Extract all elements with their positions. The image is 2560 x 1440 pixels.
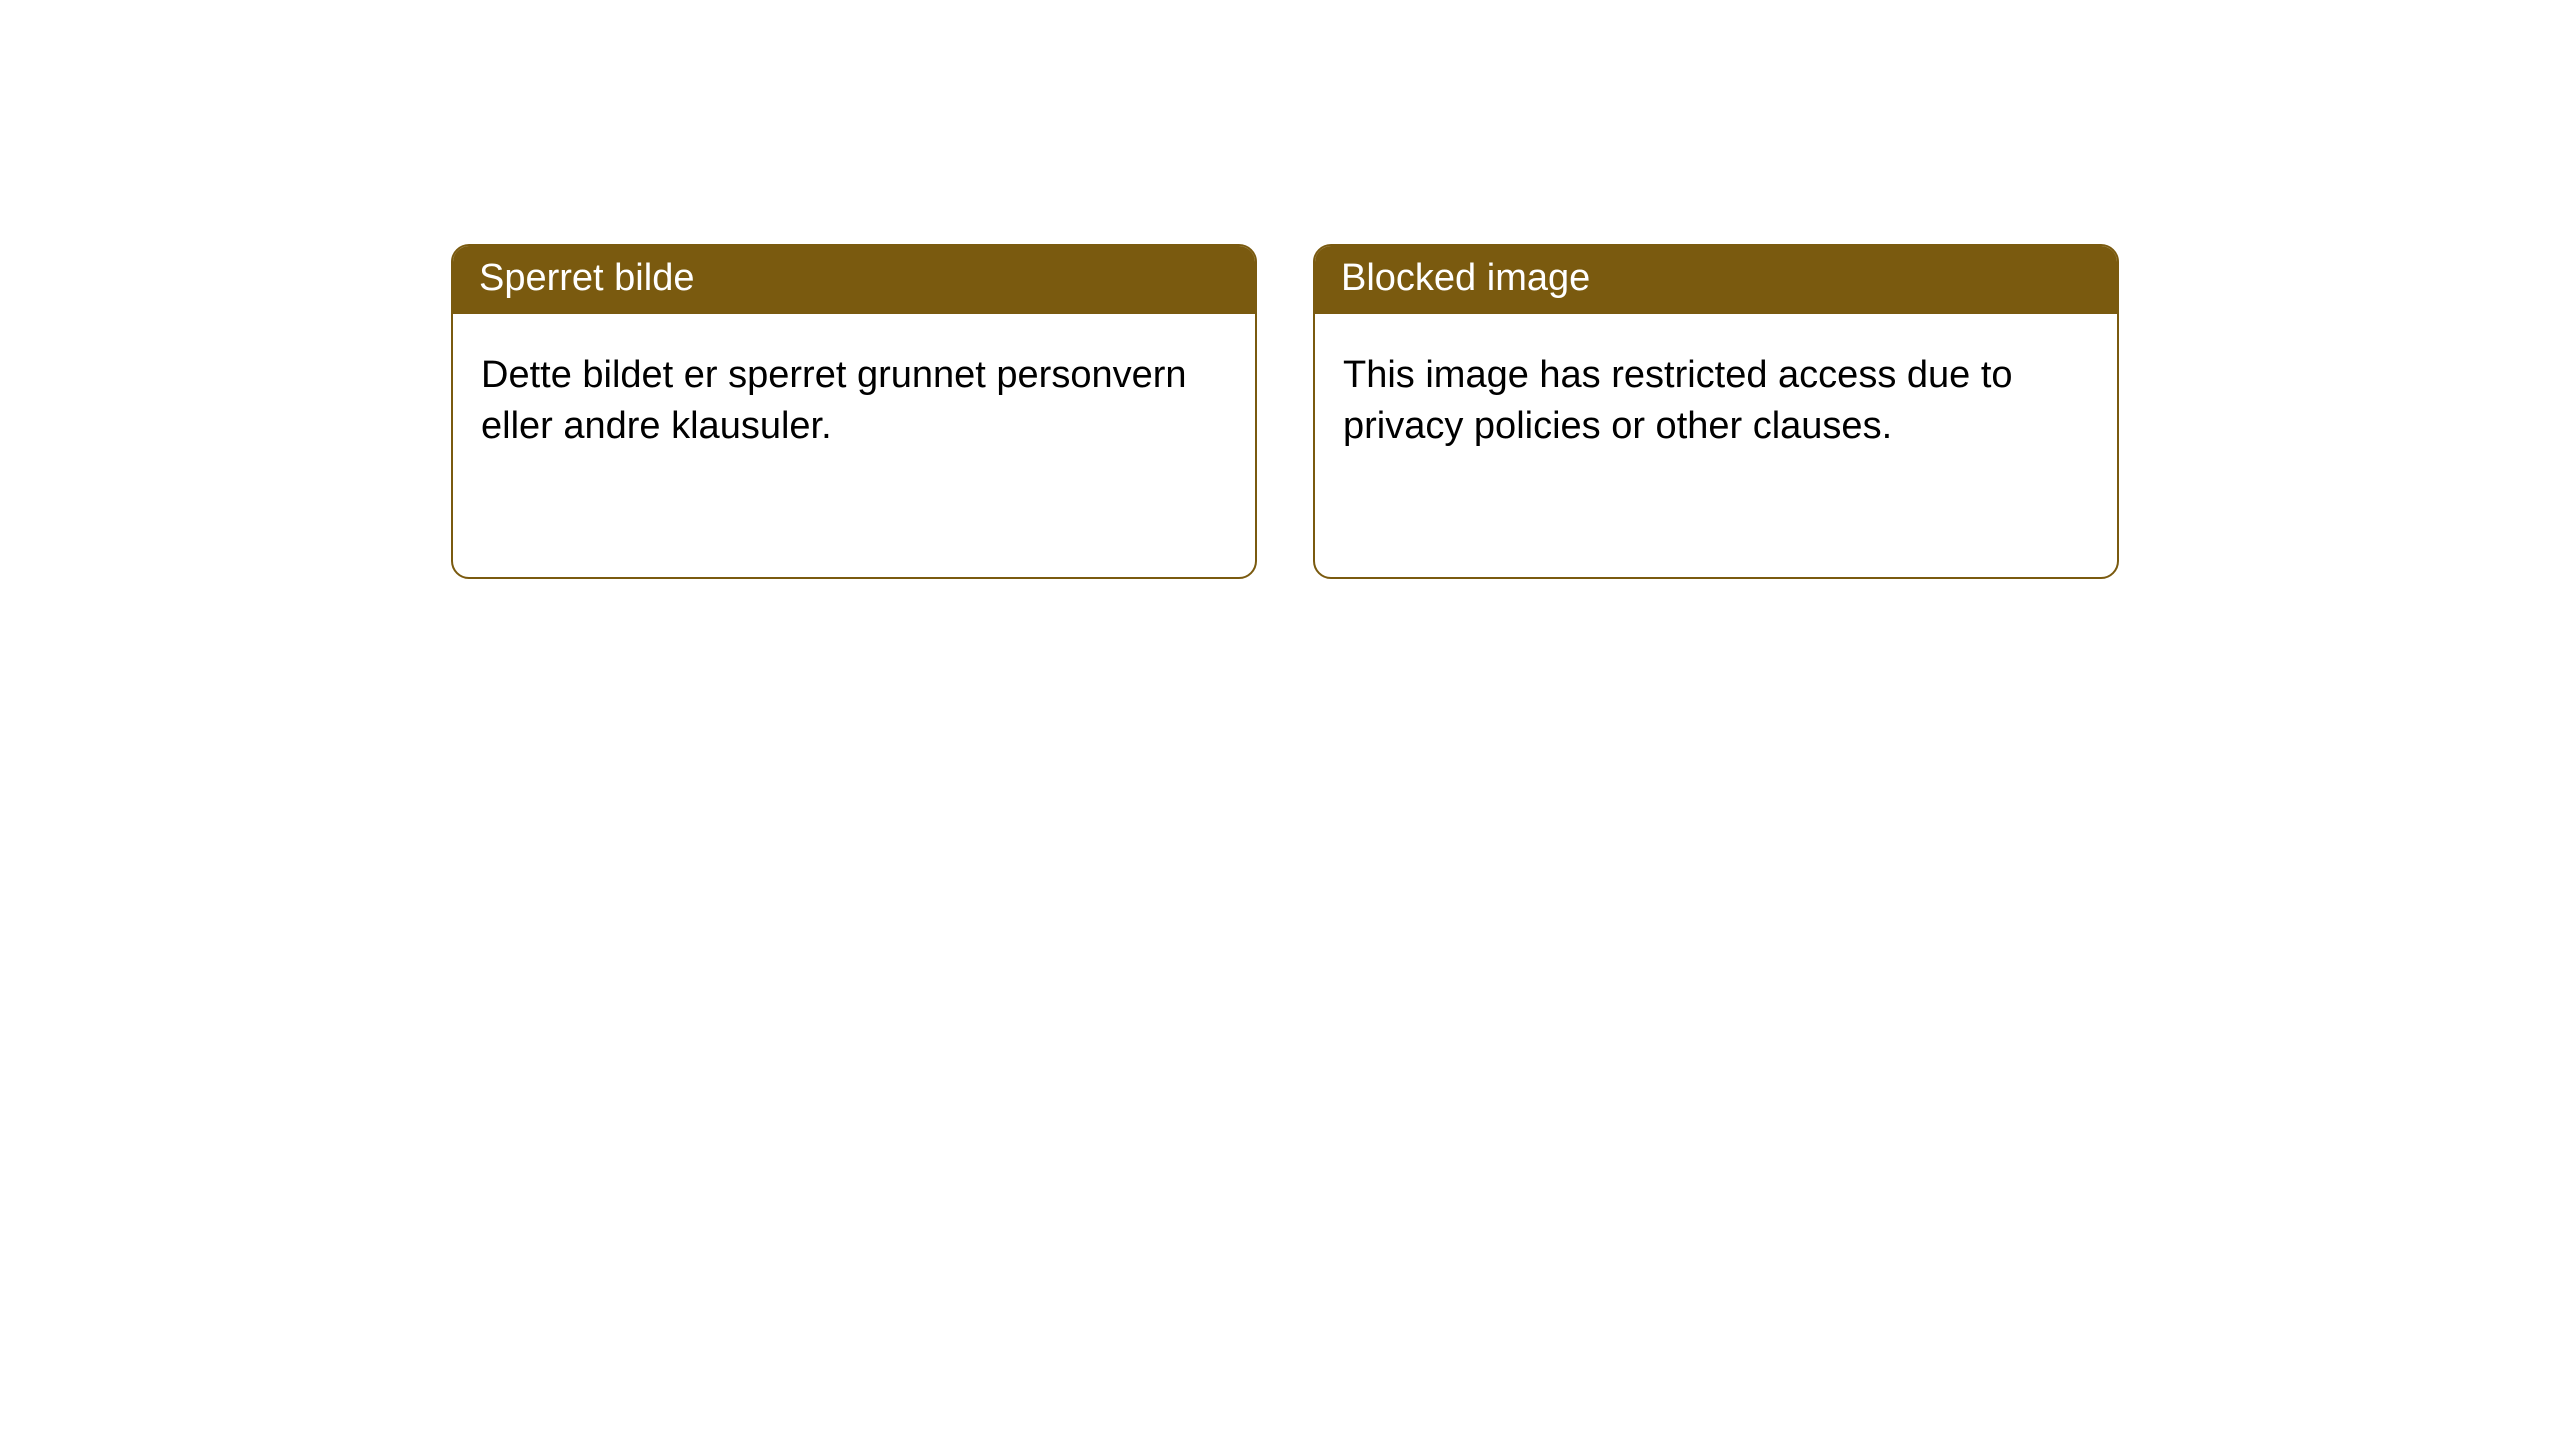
notice-card-english: Blocked image This image has restricted … [1313,244,2119,579]
notice-card-body: This image has restricted access due to … [1315,314,2117,481]
notice-card-norwegian: Sperret bilde Dette bildet er sperret gr… [451,244,1257,579]
notice-card-body: Dette bildet er sperret grunnet personve… [453,314,1255,481]
notice-card-title: Blocked image [1315,246,2117,314]
notice-container: Sperret bilde Dette bildet er sperret gr… [0,0,2560,579]
notice-card-title: Sperret bilde [453,246,1255,314]
